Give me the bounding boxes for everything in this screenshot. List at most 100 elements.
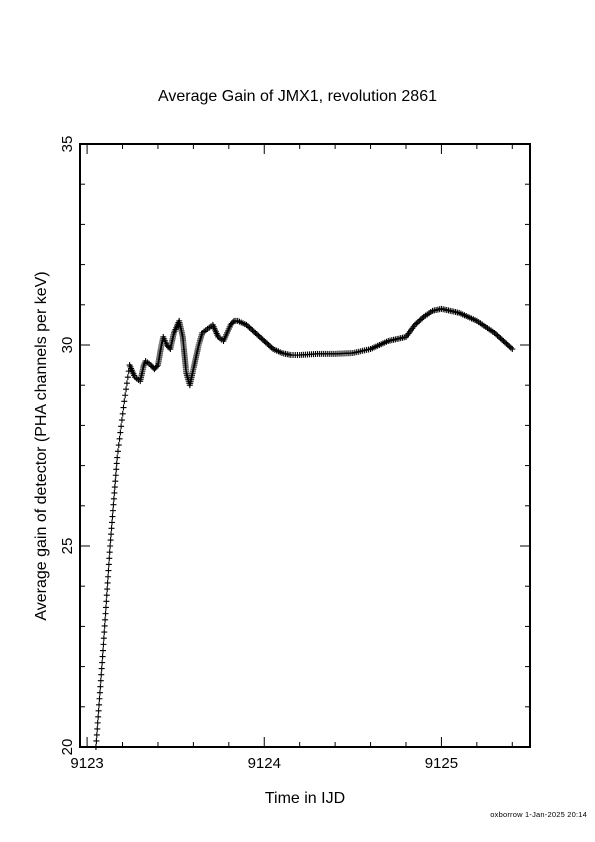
data-point [96, 689, 103, 696]
data-point [417, 316, 424, 323]
data-point [112, 472, 119, 479]
data-point [122, 392, 129, 399]
data-point [110, 495, 117, 502]
data-point [95, 713, 102, 720]
data-point [494, 332, 501, 339]
data-point [153, 363, 160, 370]
tick-labels: 20 25 30 35 9123 9124 9125 [59, 136, 458, 772]
data-point [265, 342, 272, 348]
data-point [247, 325, 254, 332]
data-point [413, 320, 420, 327]
data-point [252, 329, 259, 336]
data-point [115, 442, 122, 449]
data-point [94, 719, 101, 726]
data-point [99, 659, 106, 666]
x-tick-label: 9125 [425, 755, 458, 772]
y-axis-label: Average gain of detector (PHA channels p… [33, 271, 50, 621]
data-point [123, 386, 130, 393]
data-point [264, 340, 271, 347]
data-point [111, 489, 118, 496]
data-point [102, 616, 109, 623]
data-point [95, 707, 102, 714]
data-point [498, 336, 505, 343]
data-point [114, 454, 121, 461]
data-point [267, 343, 274, 350]
data-point [105, 567, 112, 574]
data-point [507, 344, 514, 351]
data-point [414, 319, 421, 326]
data-point [107, 543, 114, 549]
data-point [105, 561, 112, 568]
data-point [94, 725, 101, 732]
data-point [261, 337, 268, 344]
data-point [229, 319, 236, 326]
data-point [118, 423, 125, 430]
data-point [114, 448, 121, 455]
data-point [98, 671, 105, 678]
data-point [503, 340, 510, 347]
data-point [108, 531, 115, 538]
x-tick-label: 9123 [70, 755, 103, 772]
data-point [100, 641, 107, 648]
data-point [102, 604, 109, 611]
data-point [100, 635, 107, 642]
data-point [109, 513, 116, 520]
y-tick-label: 25 [59, 538, 76, 555]
data-point [506, 343, 513, 350]
data-point [495, 333, 502, 340]
data-point [106, 549, 113, 556]
data-point [113, 466, 120, 473]
data-point [259, 336, 266, 343]
data-point [100, 647, 107, 654]
data-point [262, 339, 269, 346]
data-point [256, 333, 263, 340]
data-point [93, 737, 100, 744]
axis-ticks [80, 143, 530, 748]
data-point [124, 374, 131, 381]
plot-frame [79, 143, 531, 748]
data-point [97, 683, 104, 690]
data-point [99, 653, 106, 660]
data-point [501, 339, 508, 346]
data-point [103, 598, 110, 605]
data-point [96, 695, 103, 702]
data-point [112, 478, 119, 485]
data-point [497, 335, 504, 342]
data-point [117, 429, 124, 436]
y-tick-label: 30 [59, 337, 76, 354]
data-point [119, 410, 126, 417]
data-point [111, 484, 118, 491]
data-point [101, 629, 108, 636]
data-point [120, 404, 127, 411]
data-point [416, 317, 423, 324]
footer-timestamp: oxborrow 1-Jan-2025 20:14 [490, 810, 587, 819]
data-point [253, 331, 260, 338]
data-point [105, 573, 112, 580]
data-point [102, 610, 109, 617]
data-point [118, 417, 125, 424]
data-point [109, 519, 116, 526]
data-point [255, 332, 262, 339]
data-point [104, 586, 111, 593]
data-point [258, 335, 265, 342]
data-point [106, 555, 113, 562]
data-point [500, 337, 507, 344]
data-point [504, 342, 511, 348]
data-point [97, 677, 104, 684]
data-point [249, 327, 256, 334]
data-point [110, 501, 117, 508]
data-point [113, 460, 120, 467]
data-point [96, 701, 103, 708]
data-point [123, 380, 130, 387]
data-point [121, 398, 128, 405]
data-point [93, 731, 100, 738]
y-tick-label: 35 [59, 136, 76, 153]
y-tick-label: 20 [59, 739, 76, 756]
data-point [116, 435, 123, 442]
data-points [92, 305, 516, 750]
x-tick-label: 9124 [248, 755, 281, 772]
data-point [103, 592, 110, 599]
data-point [246, 324, 253, 331]
data-point [104, 579, 111, 586]
